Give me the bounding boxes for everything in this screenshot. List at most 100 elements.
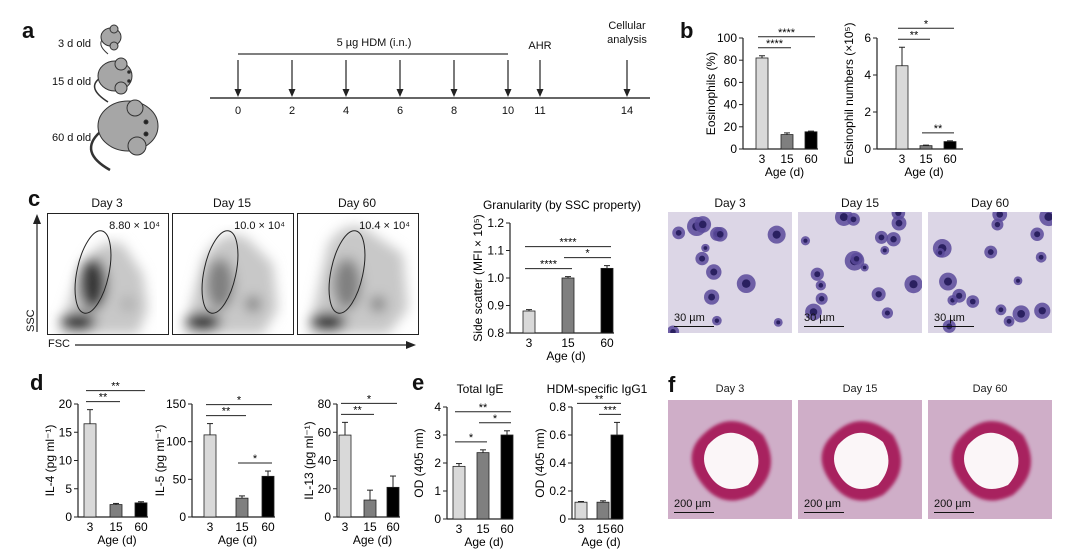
significance-label: *: [237, 395, 242, 407]
histology-title: Day 3: [715, 383, 745, 395]
y-tick-label: 60: [724, 75, 738, 89]
x-tick-label: 60: [610, 522, 624, 536]
flow-density-plot: 10.0 × 10⁴: [172, 213, 294, 335]
panel-letter-f: f: [668, 372, 676, 397]
x-axis-label: Age (d): [353, 533, 392, 547]
bar: [500, 434, 514, 520]
significance-label: ***: [604, 404, 618, 416]
micrograph-title: Day 15: [840, 196, 880, 210]
y-tick-label: 0: [434, 512, 441, 526]
bar: [596, 501, 610, 520]
scale-bar: 30 µm: [804, 312, 844, 327]
significance-label: ****: [559, 237, 577, 249]
significance-label: **: [934, 123, 943, 135]
analysis-label-2: analysis: [607, 34, 647, 46]
y-tick-label: 2: [434, 456, 441, 470]
y-tick-label: 5: [65, 482, 72, 496]
bar: [363, 499, 377, 518]
bar: [522, 310, 536, 334]
y-tick-label: 1.1: [487, 244, 504, 258]
mouse-label-3d: 3 d old: [58, 38, 92, 50]
y-axis-label: IL-13 (pg ml⁻¹): [302, 421, 316, 499]
x-tick-label: 60: [134, 520, 148, 534]
y-axis-label: Eosinophil numbers (×10⁵): [842, 22, 856, 164]
chart-ssc: 0.8 0.9 1.0 1.1 1.2 3 15 60 Age (d) Side scatter …: [471, 198, 641, 363]
timeline-day: 8: [450, 105, 458, 117]
flow-plot-title: Day 60: [337, 196, 377, 210]
y-axis-label: OD (405 nm): [412, 428, 426, 497]
y-tick-label: 0: [864, 142, 871, 156]
x-tick-label: 15: [561, 336, 575, 350]
eosinophil-micrograph: 30 µm: [798, 212, 922, 333]
y-tick-label: 50: [173, 472, 187, 486]
scale-bar: 30 µm: [674, 312, 714, 327]
bar: [919, 145, 933, 150]
lung-histology-image: 200 µm: [668, 400, 792, 519]
panel-letter-a: a: [22, 18, 35, 43]
x-axis-label: Age (d): [546, 349, 585, 363]
density-plot-graphic: [183, 230, 278, 334]
y-tick-label: 0: [179, 510, 186, 524]
timeline-day: 2: [288, 105, 296, 117]
bar: [574, 501, 588, 520]
scale-bar: 200 µm: [934, 498, 974, 513]
significance-label: ****: [766, 38, 784, 50]
y-tick-label: 0.6: [549, 428, 566, 442]
histology-graphic: [798, 400, 922, 519]
chart-title: HDM-specific IgG1: [547, 382, 648, 396]
y-axis-label: IL-4 (pg ml⁻¹): [43, 425, 57, 497]
significance-label: *: [367, 393, 372, 405]
scale-bar-label: 200 µm: [934, 498, 971, 510]
significance-label: **: [222, 406, 231, 418]
panel-letter-e: e: [412, 370, 425, 395]
timeline-day: 14: [620, 105, 634, 117]
bar: [755, 57, 769, 150]
x-tick-label: 15: [109, 520, 123, 534]
scale-bar: 200 µm: [674, 498, 714, 513]
flow-plot-title: Day 15: [212, 196, 252, 210]
bar: [476, 452, 490, 520]
y-tick-label: 1.0: [487, 271, 504, 285]
micrograph-title: Day 3: [714, 196, 746, 210]
gate-value: 10.4 × 10⁴: [359, 220, 410, 232]
significance-label: **: [910, 29, 919, 41]
x-axis-label: Age (d): [581, 535, 620, 549]
y-tick-label: 0.8: [549, 400, 566, 414]
bar: [386, 486, 400, 518]
density-plot-graphic: [58, 230, 148, 334]
y-tick-label: 0.8: [487, 326, 504, 340]
y-tick-label: 20: [724, 120, 738, 134]
significance-label: *: [469, 432, 474, 444]
x-tick-label: 15: [780, 152, 794, 166]
micrograph-image: [668, 216, 786, 333]
gate-ellipse: [74, 230, 112, 314]
y-tick-label: 20: [318, 482, 332, 496]
x-tick-label: 3: [578, 522, 585, 536]
timeline-day: 11: [534, 105, 546, 117]
scale-bar-label: 200 µm: [804, 498, 841, 510]
gate-value: 8.80 × 10⁴: [109, 220, 160, 232]
mouse-label-15d: 15 d old: [52, 76, 92, 88]
bar: [83, 423, 97, 518]
y-tick-label: 1: [434, 484, 441, 498]
y-tick-label: 80: [318, 397, 332, 411]
y-tick-label: 0: [559, 512, 566, 526]
gate-ellipse: [328, 230, 366, 314]
x-axis-label: Age (d): [97, 533, 136, 547]
scale-bar: 200 µm: [804, 498, 844, 513]
significance-label: **: [479, 402, 488, 414]
x-tick-label: 60: [943, 152, 957, 166]
gate-value: 10.0 × 10⁴: [234, 220, 285, 232]
x-tick-label: 60: [500, 522, 514, 536]
panel-letter-b: b: [680, 18, 694, 43]
significance-label: ****: [540, 259, 558, 271]
eosinophil-micrograph: 30 µm: [928, 212, 1052, 333]
